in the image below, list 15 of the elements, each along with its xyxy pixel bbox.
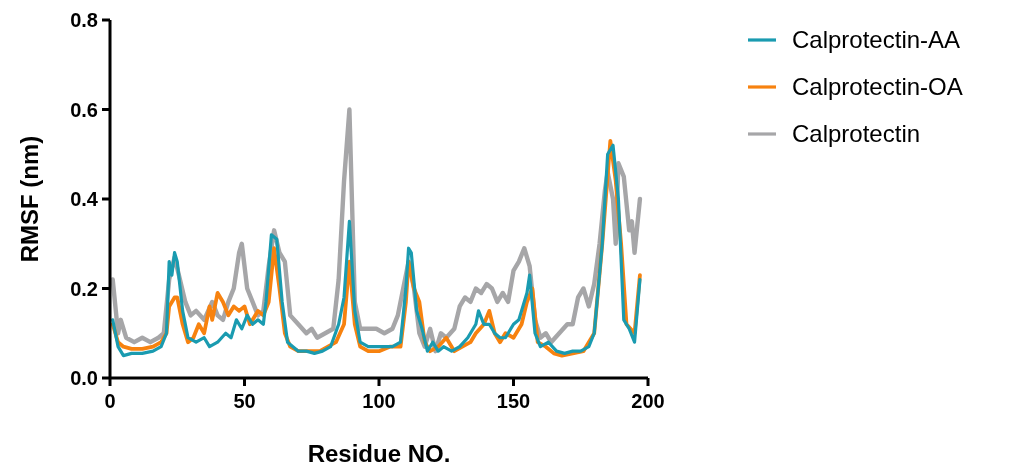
x-tick-label: 200 [631, 390, 665, 412]
y-tick-label: 0.0 [70, 367, 98, 389]
y-tick-label: 0.4 [70, 188, 99, 210]
y-axis-title: RMSF (nm) [16, 135, 43, 263]
x-tick-label: 0 [104, 390, 116, 412]
legend-label: Calprotectin [792, 120, 921, 148]
x-tick-label: 100 [362, 390, 396, 412]
y-tick-label: 0.8 [70, 9, 98, 31]
legend-label: Calprotectin-OA [792, 73, 963, 101]
x-axis-title: Residue NO. [307, 440, 451, 467]
x-tick-label: 150 [496, 390, 531, 412]
y-tick-label: 0.6 [70, 98, 98, 121]
x-tick-label: 50 [233, 390, 256, 412]
legend-label: Calprotectin-AA [792, 26, 961, 54]
y-tick-label: 0.2 [70, 277, 98, 300]
